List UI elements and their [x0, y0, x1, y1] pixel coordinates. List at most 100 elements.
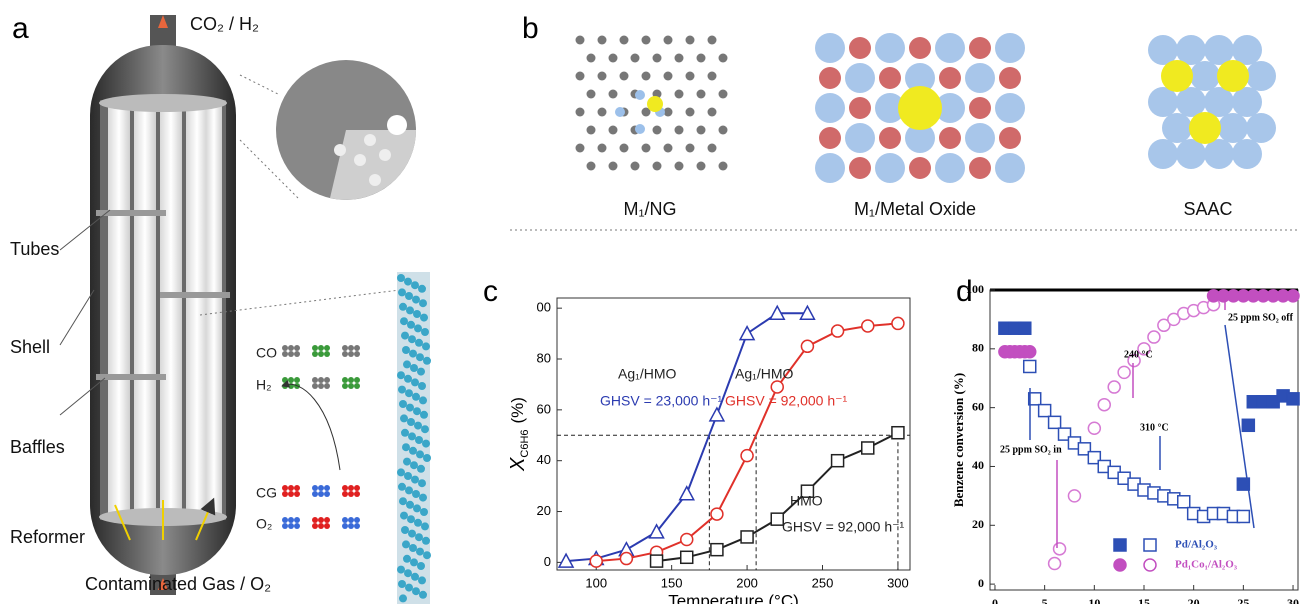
particle: [414, 518, 422, 527]
particle: [403, 360, 411, 369]
gas-dot: [342, 485, 348, 491]
point: [1077, 442, 1092, 456]
atom: [1204, 87, 1234, 117]
particle: [420, 410, 428, 419]
gas-dot: [354, 517, 360, 523]
chart: 100 150 200 250 300 0 20 40 60 80 00 Temperature (°…: [507, 297, 911, 604]
particle: [398, 580, 406, 588]
panel-label: c: [483, 275, 498, 308]
gas-label: CG: [256, 485, 277, 501]
point: [830, 324, 845, 338]
gas-dot: [342, 351, 348, 357]
annotation: Ag₁/HMO: [735, 366, 794, 382]
particle: [400, 414, 408, 423]
gas-dot: [324, 377, 330, 383]
point: [1241, 418, 1256, 433]
gas-dot: [312, 491, 318, 497]
particle: [404, 472, 412, 480]
gas-dot: [354, 491, 360, 497]
gas-label: H₂: [256, 377, 272, 393]
point: [1022, 359, 1037, 374]
point: [1067, 489, 1082, 503]
annotation: 25 ppm SO₂ in: [1000, 444, 1062, 455]
x-tick-label: 300: [887, 575, 909, 590]
atom: [879, 67, 901, 89]
y-axis-unit: (%): [508, 397, 527, 423]
point: [1087, 421, 1102, 435]
particle: [402, 443, 410, 452]
x-tick-label: 25: [1237, 596, 1249, 604]
gas-dot: [342, 377, 348, 383]
particle: [403, 457, 411, 466]
atom: [875, 93, 905, 123]
particle: [398, 288, 406, 297]
point: [1167, 312, 1181, 327]
atom: [663, 35, 673, 45]
panel-label: a: [12, 12, 29, 45]
gas-dot: [348, 491, 354, 497]
point: [1137, 342, 1151, 356]
y-axis-label: Benzene conversion (%): [951, 373, 966, 507]
y-tick-label: 20: [537, 503, 551, 518]
x-tick-label: 10: [1088, 596, 1100, 604]
atom: [969, 97, 991, 119]
gas-dot: [288, 491, 294, 497]
particle: [412, 295, 420, 304]
atom: [718, 53, 728, 63]
gas-dot: [282, 523, 288, 529]
atom: [1176, 139, 1206, 169]
gas-dot: [318, 345, 324, 351]
gas-dot: [288, 523, 294, 529]
panel-label: d: [956, 275, 973, 308]
atom: [935, 153, 965, 183]
atom: [1217, 60, 1249, 92]
particle: [397, 274, 405, 282]
atom: [1148, 87, 1178, 117]
x-tick-label: 100: [585, 575, 607, 590]
particle: [419, 396, 427, 405]
atom: [619, 71, 629, 81]
gas-dot: [342, 345, 348, 351]
atom: [635, 90, 645, 100]
gas-dot: [348, 523, 354, 529]
atom: [663, 143, 673, 153]
structure-label: SAAC: [1183, 199, 1232, 219]
atom: [575, 71, 585, 81]
particle: [414, 421, 422, 430]
atom: [718, 161, 728, 171]
annotation: Ag₁/HMO: [618, 366, 677, 382]
gas-dot: [318, 523, 324, 529]
legend-marker: [1113, 558, 1127, 572]
atom: [641, 143, 651, 153]
particle: [411, 281, 419, 290]
gas-dot: [324, 517, 330, 523]
x-tick-label: 20: [1188, 596, 1200, 604]
gas-dot: [282, 383, 288, 389]
atom: [619, 35, 629, 45]
atom: [819, 127, 841, 149]
particle: [399, 302, 407, 311]
atom: [1190, 61, 1220, 91]
gas-dot: [324, 383, 330, 389]
point: [740, 530, 754, 544]
atom: [909, 37, 931, 59]
inlet-label: Contaminated Gas / O₂: [85, 574, 271, 594]
point: [1047, 556, 1062, 571]
atom: [575, 35, 585, 45]
y-axis-subscript: C6H6: [519, 429, 531, 457]
point: [1117, 365, 1131, 380]
y-tick-label: 60: [537, 401, 551, 416]
particle: [402, 346, 410, 354]
legend-label: Pd/Al₂O₃: [1175, 539, 1218, 551]
point: [708, 406, 726, 422]
atom: [707, 143, 717, 153]
particle: [412, 490, 420, 498]
point: [1057, 427, 1072, 441]
point: [891, 425, 905, 440]
particle: [409, 446, 417, 455]
structure-label: M₁/NG: [623, 199, 676, 219]
atom: [939, 127, 961, 149]
atom: [608, 125, 618, 135]
gas-dot: [294, 351, 300, 357]
atom: [635, 124, 645, 134]
